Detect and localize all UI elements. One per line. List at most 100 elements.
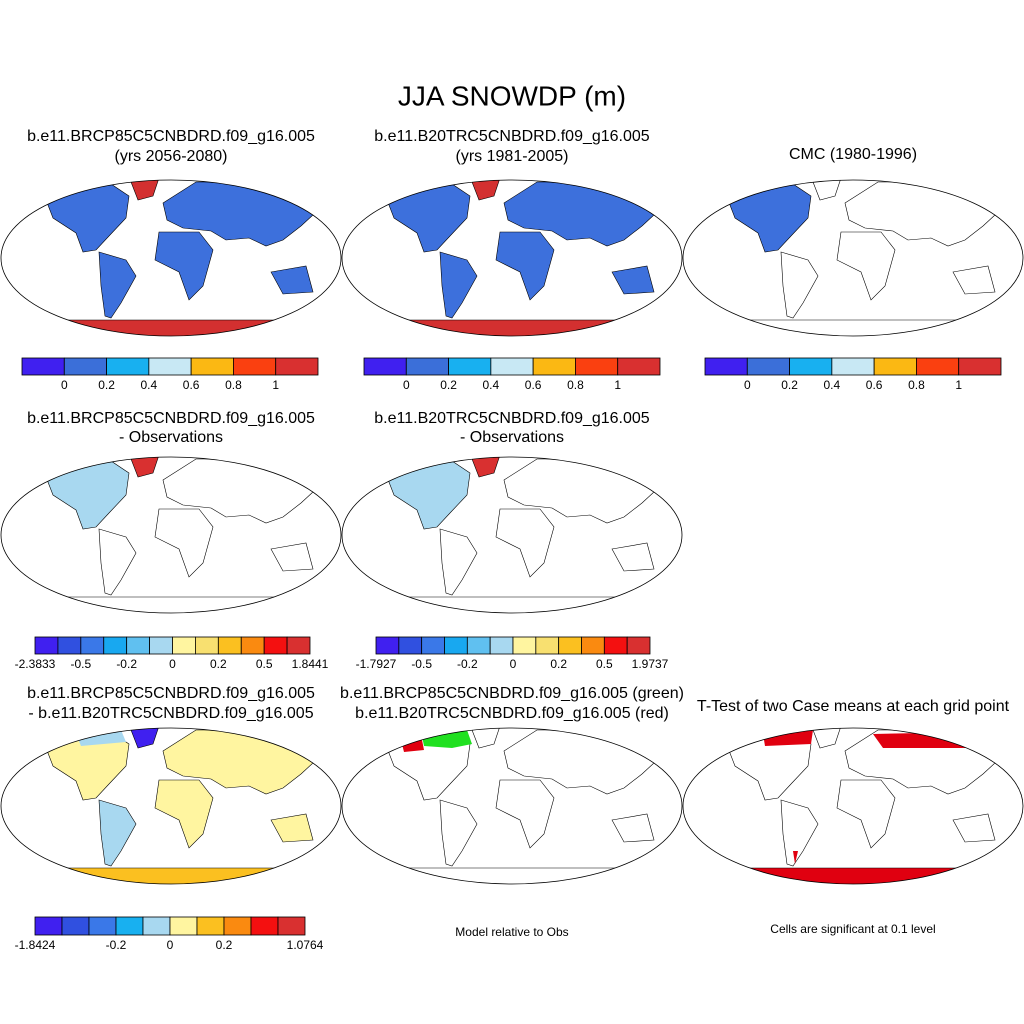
colorbar-box	[746, 357, 790, 376]
map	[0, 456, 342, 614]
colorbar-label: 0.2	[98, 378, 115, 392]
colorbar-box	[115, 916, 144, 936]
continent	[495, 779, 555, 849]
map-land	[30, 180, 327, 336]
continent	[952, 265, 996, 295]
colorbar-box	[233, 357, 277, 376]
colorbar-box	[149, 636, 173, 655]
colorbar-box	[421, 636, 445, 655]
colorbar-label: 0.6	[525, 378, 542, 392]
map	[341, 456, 683, 614]
continent	[270, 265, 314, 295]
continent	[952, 813, 996, 843]
colorbar-label: 0.4	[483, 378, 500, 392]
colorbar-label: 0.2	[550, 657, 567, 671]
continent	[30, 596, 312, 613]
map-outline	[0, 179, 342, 337]
map	[682, 179, 1024, 337]
continent	[371, 867, 653, 884]
colorbar-box	[169, 916, 198, 936]
colorbar-box	[240, 636, 265, 655]
panel-title: - b.e11.B20TRC5CNBDRD.f09_g16.005	[28, 705, 313, 722]
colorbar-label: 0	[744, 378, 751, 392]
continent	[836, 779, 896, 849]
continent	[727, 183, 812, 253]
colorbar-label: 0.2	[440, 378, 457, 392]
panel-note: Model relative to Obs	[455, 925, 568, 939]
colorbar-box	[581, 636, 605, 655]
colorbar-label: -1.7927	[356, 657, 397, 671]
panel-title: - Observations	[119, 429, 223, 446]
continent	[270, 542, 314, 572]
continent	[611, 265, 655, 295]
map-land	[30, 728, 327, 884]
colorbar-box	[286, 636, 311, 655]
colorbar-box	[831, 357, 875, 376]
continent	[371, 596, 653, 613]
continent	[30, 867, 312, 884]
colorbar-box	[142, 916, 171, 936]
continent	[471, 728, 501, 749]
continent	[98, 528, 137, 596]
colorbar-box	[789, 357, 833, 376]
continent	[439, 251, 478, 319]
panel-title: - Observations	[460, 429, 564, 446]
colorbar-label: -0.2	[106, 938, 127, 952]
map-land	[371, 180, 668, 336]
map-land	[712, 180, 1009, 336]
colorbar-box	[126, 636, 150, 655]
colorbar-box	[448, 357, 492, 376]
map-outline	[0, 727, 342, 885]
colorbar-label: -0.5	[411, 657, 432, 671]
continent	[30, 319, 312, 336]
colorbar-box	[532, 357, 576, 376]
colorbar-box	[375, 636, 400, 655]
panel-title: (yrs 1981-2005)	[456, 148, 569, 165]
colorbar-box	[275, 357, 319, 376]
colorbar-box	[250, 916, 279, 936]
map-outline	[682, 179, 1024, 337]
colorbar-box	[603, 636, 628, 655]
colorbar-label: 0.8	[567, 378, 584, 392]
colorbar-label: 0.2	[781, 378, 798, 392]
colorbar-box	[80, 636, 105, 655]
colorbar-box	[21, 357, 65, 376]
colorbar-label: 0	[510, 657, 517, 671]
continent	[495, 508, 555, 578]
colorbar-label: 0	[61, 378, 68, 392]
continent	[780, 251, 819, 319]
colorbar-box	[196, 916, 225, 936]
colorbar-label: 1	[955, 378, 962, 392]
map-outline	[0, 456, 342, 614]
colorbar-box	[172, 636, 196, 655]
colorbar-label: 0.6	[183, 378, 200, 392]
continent	[712, 867, 994, 884]
continent	[495, 231, 555, 301]
colorbar-label: 0.2	[210, 657, 227, 671]
colorbar-box	[61, 916, 90, 936]
colorbar-box	[34, 636, 59, 655]
continent	[471, 457, 501, 478]
continent	[98, 799, 137, 867]
colorbar-label: 0.6	[866, 378, 883, 392]
continent	[45, 460, 130, 530]
colorbar-box	[195, 636, 219, 655]
colorbar-box	[57, 636, 82, 655]
colorbar-label: -0.2	[457, 657, 478, 671]
panel-title: (yrs 2056-2080)	[115, 148, 228, 165]
continent	[386, 460, 471, 530]
continent	[154, 508, 214, 578]
continent	[611, 542, 655, 572]
colorbar-label: 0.5	[256, 657, 273, 671]
colorbar-label: 1.0764	[287, 938, 324, 952]
map-land	[371, 728, 668, 884]
colorbar-box	[704, 357, 748, 376]
map	[0, 727, 342, 885]
colorbar-box	[558, 636, 582, 655]
colorbar-box	[190, 357, 234, 376]
map-outline	[341, 456, 683, 614]
colorbar-label: 0	[169, 657, 176, 671]
continent	[712, 319, 994, 336]
map-land	[712, 728, 1009, 884]
